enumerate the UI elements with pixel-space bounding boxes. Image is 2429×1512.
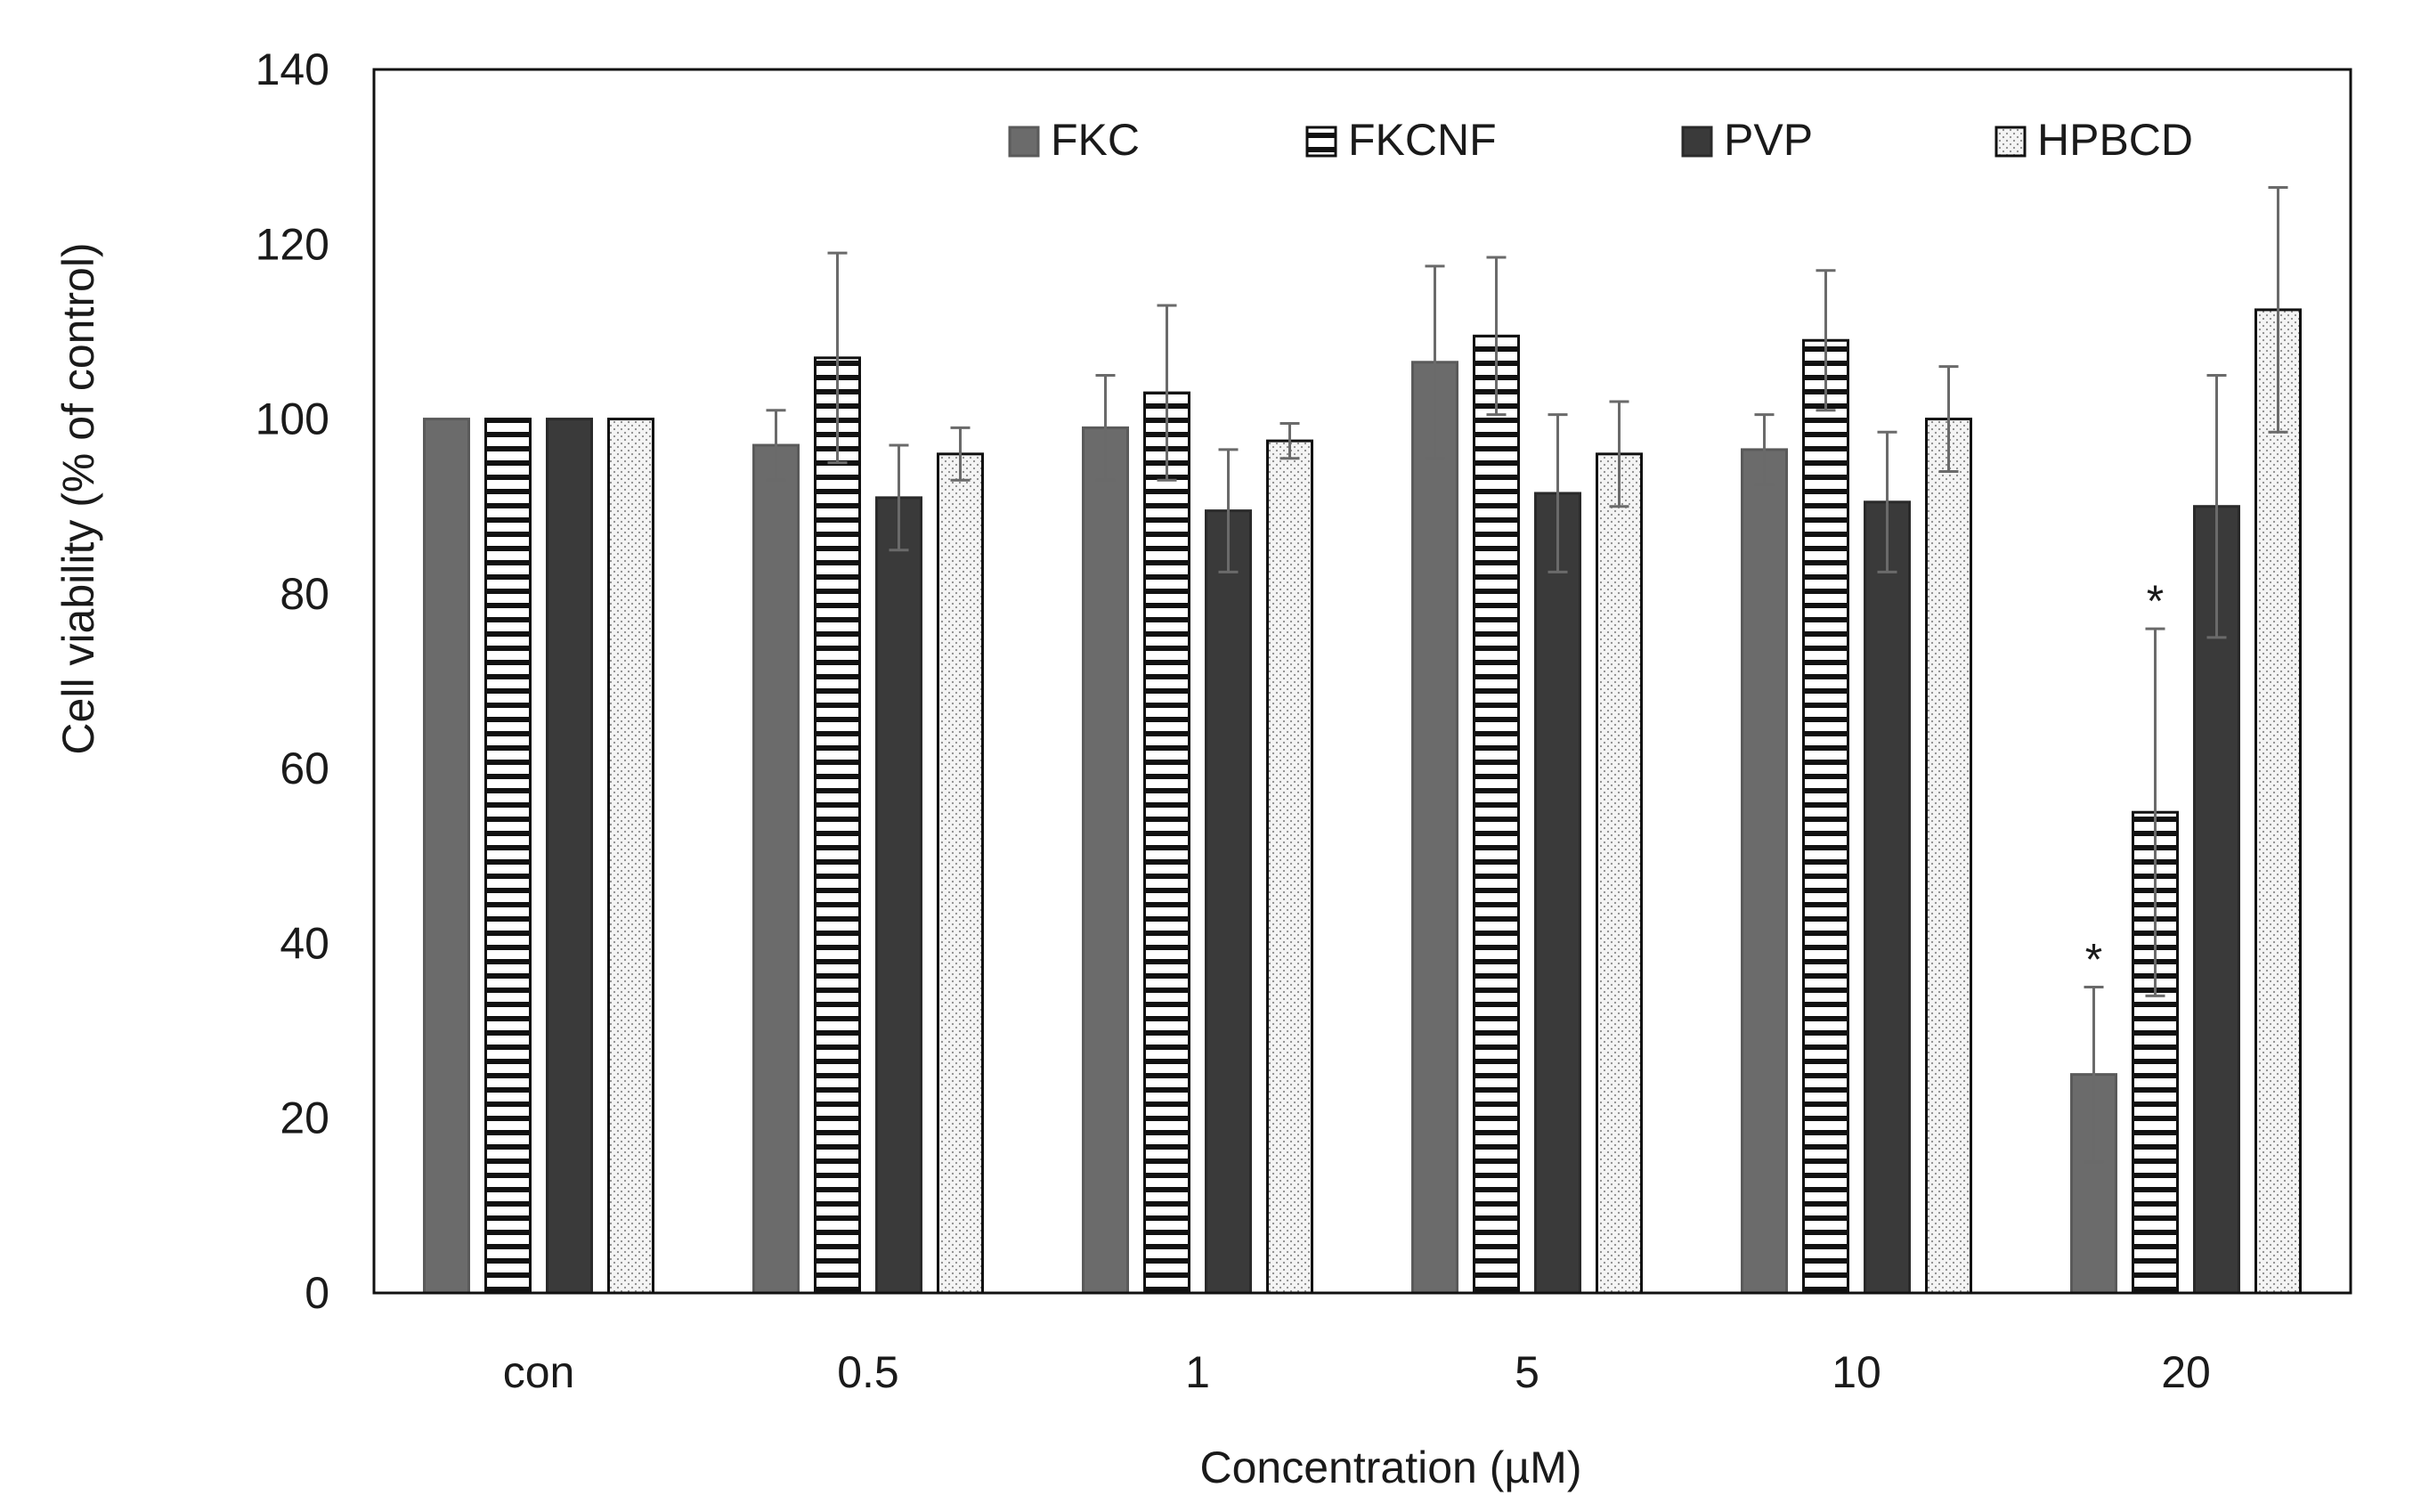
legend-swatch-hpbcd <box>1994 126 2027 158</box>
bar-hpbcd-1 <box>1266 439 1313 1295</box>
bar-fkcnf-5 <box>1473 334 1520 1295</box>
significance-marker-fkcnf-20: * <box>2147 576 2164 626</box>
bar-fkc-0.5 <box>752 443 800 1295</box>
bar-fkcnf-0.5 <box>814 356 861 1295</box>
bar-hpbcd-10 <box>1925 418 1972 1295</box>
x-tick-label-10: 10 <box>1832 1347 1881 1397</box>
legend-item-fkc: FKC <box>1008 115 1140 165</box>
error-bar-pvp-10 <box>1877 430 1897 573</box>
x-tick-label-20: 20 <box>2161 1347 2211 1397</box>
y-tick-label-140: 140 <box>256 45 329 94</box>
bar-fkcnf-1 <box>1143 391 1190 1295</box>
error-bar-pvp-5 <box>1548 413 1568 573</box>
legend-swatch-fkcnf <box>1305 126 1337 158</box>
legend-label-pvp: PVP <box>1724 115 1813 165</box>
y-tick-label-20: 20 <box>280 1093 329 1143</box>
error-bar-pvp-20 <box>2206 374 2227 639</box>
bar-hpbcd-con <box>607 418 654 1295</box>
error-bar-hpbcd-20 <box>2268 185 2288 434</box>
error-bar-fkc-20 <box>2084 986 2104 1164</box>
x-axis-label: Concentration (µM) <box>1200 1443 1582 1492</box>
error-bar-fkcnf-10 <box>1816 269 1836 412</box>
error-bar-hpbcd-1 <box>1279 421 1300 460</box>
error-bar-fkc-10 <box>1754 413 1775 486</box>
error-bar-fkc-0.5 <box>766 409 786 482</box>
x-tick-label-con: con <box>503 1347 575 1397</box>
legend-label-hpbcd: HPBCD <box>2037 115 2193 165</box>
legend-item-pvp: PVP <box>1681 115 1813 165</box>
significance-marker-fkc-20: * <box>2085 935 2102 985</box>
bar-pvp-10 <box>1864 500 1911 1295</box>
bar-pvp-0.5 <box>875 496 922 1295</box>
error-bar-fkcnf-1 <box>1157 304 1177 482</box>
bar-fkc-10 <box>1741 448 1788 1295</box>
y-tick-label-40: 40 <box>280 918 329 968</box>
bar-fkc-con <box>423 418 470 1295</box>
legend-swatch-fkc <box>1008 126 1040 158</box>
y-tick-label-60: 60 <box>280 744 329 793</box>
y-tick-label-120: 120 <box>256 219 329 269</box>
plot-area-frame <box>372 68 2352 1295</box>
error-bar-fkcnf-20 <box>2145 627 2165 997</box>
bar-fkc-5 <box>1411 361 1458 1295</box>
error-bar-pvp-1 <box>1218 448 1239 573</box>
error-bar-hpbcd-0.5 <box>950 426 971 482</box>
error-bar-hpbcd-10 <box>1938 365 1959 473</box>
y-tick-label-0: 0 <box>305 1268 329 1318</box>
bar-hpbcd-5 <box>1596 452 1643 1295</box>
y-tick-label-100: 100 <box>256 394 329 444</box>
legend-label-fkc: FKC <box>1051 115 1140 165</box>
y-tick-label-80: 80 <box>280 569 329 619</box>
bar-hpbcd-0.5 <box>937 452 984 1295</box>
error-bar-hpbcd-5 <box>1609 400 1629 508</box>
legend-label-fkcnf: FKCNF <box>1348 115 1497 165</box>
x-tick-label-5: 5 <box>1515 1347 1539 1397</box>
error-bar-pvp-0.5 <box>889 443 909 552</box>
bar-fkcnf-10 <box>1802 338 1849 1295</box>
error-bar-fkc-1 <box>1095 374 1116 482</box>
bar-pvp-1 <box>1205 509 1252 1295</box>
legend-item-hpbcd: HPBCD <box>1994 115 2193 165</box>
x-tick-label-0.5: 0.5 <box>837 1347 899 1397</box>
error-bar-fkc-5 <box>1425 264 1445 460</box>
bar-pvp-5 <box>1534 492 1581 1295</box>
bar-fkc-1 <box>1082 426 1129 1295</box>
legend-swatch-pvp <box>1681 126 1713 158</box>
legend-item-fkcnf: FKCNF <box>1305 115 1497 165</box>
bar-pvp-con <box>546 418 593 1295</box>
error-bar-fkcnf-5 <box>1486 256 1507 417</box>
error-bar-fkcnf-0.5 <box>827 251 848 465</box>
x-tick-label-1: 1 <box>1185 1347 1210 1397</box>
bar-hpbcd-20 <box>2254 308 2302 1295</box>
y-axis-label: Cell viability (% of control) <box>53 242 103 754</box>
bar-fkcnf-con <box>484 418 532 1295</box>
